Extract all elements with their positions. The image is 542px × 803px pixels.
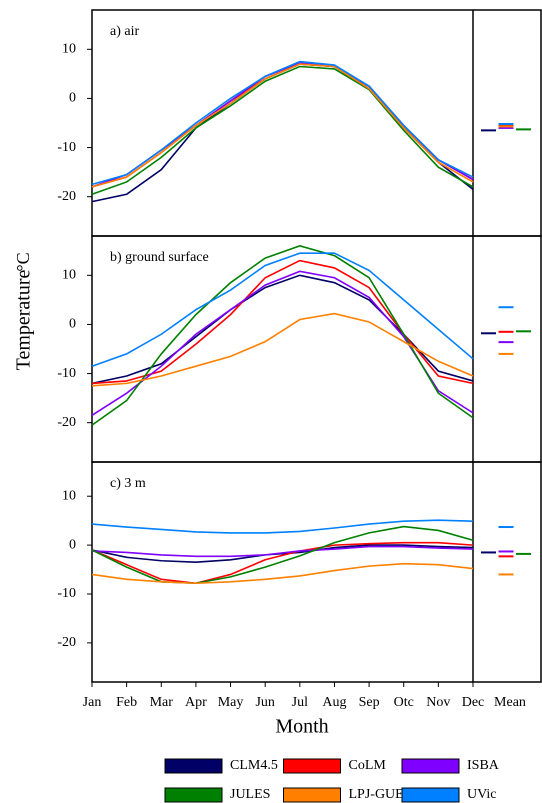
x-tick-label: Mar — [150, 695, 174, 710]
x-tick-label: Dec — [462, 695, 485, 710]
x-tick-label: Jan — [83, 695, 102, 710]
series-line: JULES — [91, 244, 474, 426]
legend-label: CLM4.5 — [230, 758, 278, 773]
series-line: CLM4.5 — [91, 274, 474, 385]
series-line: UVic — [91, 519, 474, 534]
y-tick-label: -10 — [57, 140, 76, 155]
x-tick-label: Aug — [322, 695, 346, 710]
y-tick-label: 0 — [69, 537, 76, 552]
x-tick-label: Otc — [394, 695, 414, 710]
series-line: UVic — [91, 252, 474, 367]
y-tick-label: 0 — [69, 91, 76, 106]
x-tick-label: Sep — [359, 695, 380, 710]
mean-label: Mean — [494, 695, 526, 710]
legend-label: UVic — [467, 787, 496, 802]
panel-title: c) 3 m — [110, 476, 146, 491]
y-tick-label: -10 — [57, 586, 76, 601]
y-tick-label: -10 — [57, 366, 76, 381]
legend-swatch — [164, 787, 223, 803]
series-line: ISBA — [91, 270, 474, 417]
legend-label: ISBA — [467, 758, 500, 773]
series-line: ISBA — [91, 545, 474, 558]
x-tick-label: Feb — [116, 695, 137, 710]
y-tick-label: -20 — [57, 189, 76, 204]
x-tick-label: Jun — [255, 695, 274, 710]
legend-swatch — [283, 787, 341, 803]
y-tick-label: 10 — [62, 488, 76, 503]
series-line: CoLM — [91, 63, 474, 188]
x-axis-label: Month — [275, 716, 328, 738]
y-tick-label: 10 — [62, 268, 76, 283]
legend-label: JULES — [230, 787, 270, 802]
legend-swatch — [401, 787, 460, 803]
y-axis-unit: °C — [13, 252, 33, 271]
x-tick-label: Nov — [426, 695, 450, 710]
legend-swatch — [401, 758, 460, 774]
series-line: LPJ-GUESS — [91, 562, 474, 585]
y-tick-label: -20 — [57, 635, 76, 650]
legend-swatch — [283, 758, 341, 774]
y-axis-label: Temperature — [13, 269, 35, 370]
panel-title: a) air — [110, 24, 139, 39]
series-line: LPJ-GUESS — [91, 312, 474, 387]
series-line: CoLM — [91, 259, 474, 385]
series-line: JULES — [91, 65, 474, 195]
series-line: JULES — [91, 525, 474, 585]
panel-frame — [91, 461, 542, 683]
legend-swatch — [164, 758, 223, 774]
y-tick-label: 0 — [69, 317, 76, 332]
x-tick-label: Jul — [292, 695, 308, 710]
x-tick-label: Apr — [185, 695, 207, 710]
series-line: UVic — [91, 60, 474, 186]
series-line: ISBA — [91, 62, 474, 188]
series-line: CoLM — [91, 541, 474, 585]
series-line: LPJ-GUESS — [91, 63, 474, 188]
y-tick-label: 10 — [62, 42, 76, 57]
panel-title: b) ground surface — [110, 250, 209, 265]
legend-label: CoLM — [349, 758, 387, 773]
series-line: CLM4.5 — [91, 63, 474, 203]
x-tick-label: May — [218, 695, 244, 710]
y-tick-label: -20 — [57, 415, 76, 430]
